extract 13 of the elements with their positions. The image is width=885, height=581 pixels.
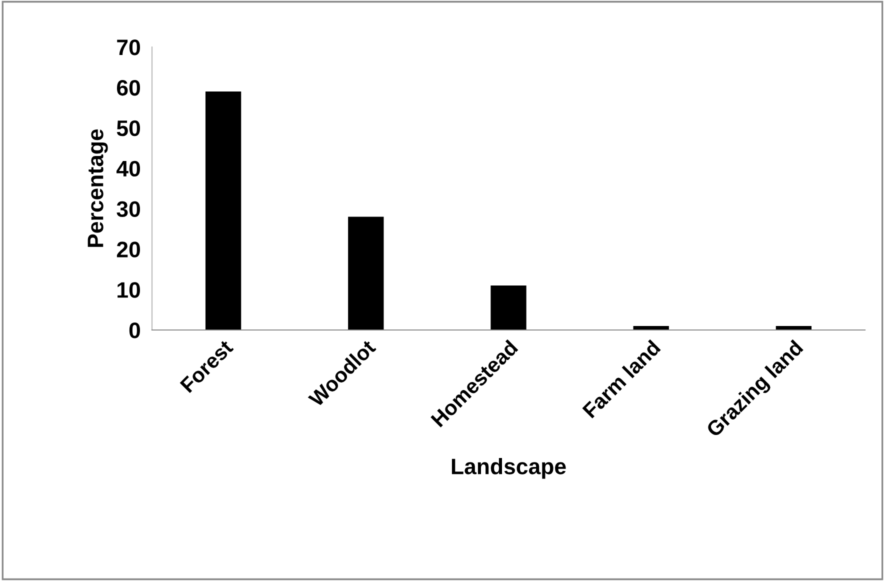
y-tick-label: 30 (116, 201, 140, 218)
y-tick-label: 60 (116, 80, 140, 96)
y-tick-label: 70 (117, 40, 140, 56)
y-tick-label: 40 (116, 160, 140, 177)
y-tick-label: 20 (116, 242, 140, 258)
x-axis-title: Landscape (452, 458, 566, 479)
bar (205, 91, 242, 330)
y-tick-label: 0 (129, 322, 140, 338)
bar (490, 286, 526, 330)
y-tick-label: 10 (118, 282, 140, 298)
bar (348, 216, 384, 330)
y-axis-title: Percentage (88, 129, 108, 247)
y-tick-label: 50 (116, 120, 140, 136)
